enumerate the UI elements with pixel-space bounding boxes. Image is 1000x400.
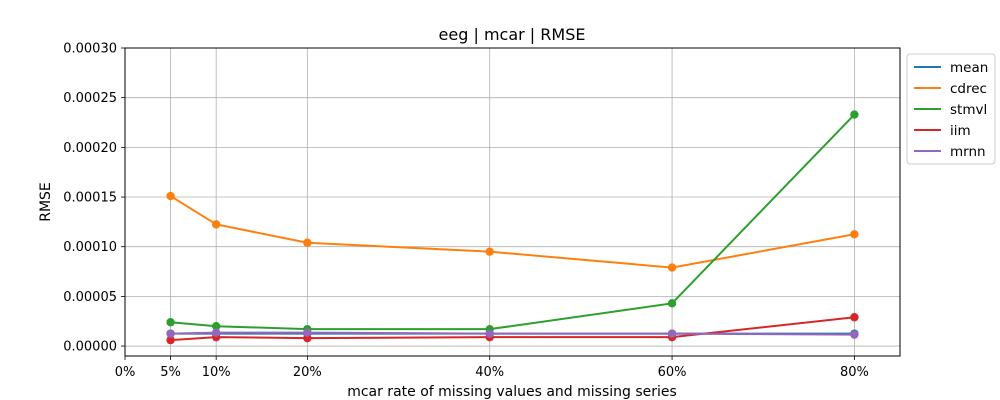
series-layer: [166, 110, 859, 345]
y-tick-label: 0.00020: [63, 141, 117, 156]
x-tick-label: 10%: [202, 365, 231, 380]
series-line-cdrec: [170, 195, 855, 269]
y-tick-label: 0.00015: [63, 191, 117, 206]
data-point-stmvl: [211, 321, 221, 331]
data-point-stmvl: [850, 110, 859, 119]
legend-box: [906, 53, 996, 165]
x-tick-label: 80%: [840, 365, 869, 380]
data-point-cdrec: [667, 263, 677, 272]
data-point-iim: [166, 335, 175, 345]
data-point-cdrec: [850, 230, 859, 239]
grid: [124, 47, 900, 356]
data-point-mrnn: [211, 328, 221, 337]
legend-label-cdrec: cdrec: [950, 81, 987, 97]
data-point-cdrec: [303, 238, 312, 247]
x-tick-label: 40%: [475, 365, 504, 380]
data-point-mrnn: [166, 329, 175, 338]
legend-label-iim: iim: [950, 123, 971, 139]
legend: mean cdrec stmvl iim mrnn: [906, 53, 996, 165]
legend-label-mean: mean: [950, 60, 988, 76]
y-tick-label: 0.00010: [63, 240, 117, 255]
data-point-cdrec: [485, 247, 494, 256]
chart-title: eeg | mcar | RMSE: [439, 25, 586, 44]
legend-label-mrnn: mrnn: [950, 144, 986, 160]
data-point-cdrec: [166, 191, 175, 201]
x-axis: 0% 5% 10% 20% 40% 60% 80%: [115, 356, 869, 380]
data-point-mrnn: [850, 330, 859, 339]
data-point-stmvl: [166, 318, 175, 327]
y-axis: 0.00000 0.00005 0.00010 0.00015 0.00020 0.000…: [63, 42, 125, 355]
data-point-mrnn: [485, 329, 494, 338]
data-point-iim: [850, 313, 859, 322]
x-tick-label: 5%: [160, 365, 181, 380]
series-line-mrnn: [170, 331, 855, 336]
series-line-stmvl: [170, 113, 856, 331]
y-tick-label: 0.00005: [63, 290, 117, 305]
plot-frame: [124, 47, 901, 357]
y-tick-label: 0.00030: [63, 42, 117, 57]
data-point-cdrec: [211, 220, 221, 229]
data-point-mrnn: [667, 329, 677, 338]
x-tick-label: 0%: [115, 365, 136, 380]
x-axis-label: mcar rate of missing values and missing …: [347, 384, 677, 400]
x-tick-label: 60%: [658, 365, 687, 380]
x-tick-label: 20%: [293, 365, 322, 380]
legend-label-stmvl: stmvl: [950, 102, 987, 118]
data-point-stmvl: [667, 299, 677, 308]
y-axis-label: RMSE: [38, 182, 54, 222]
y-tick-label: 0.00000: [63, 340, 117, 355]
data-point-mrnn: [303, 328, 312, 337]
y-tick-label: 0.00025: [63, 91, 117, 106]
